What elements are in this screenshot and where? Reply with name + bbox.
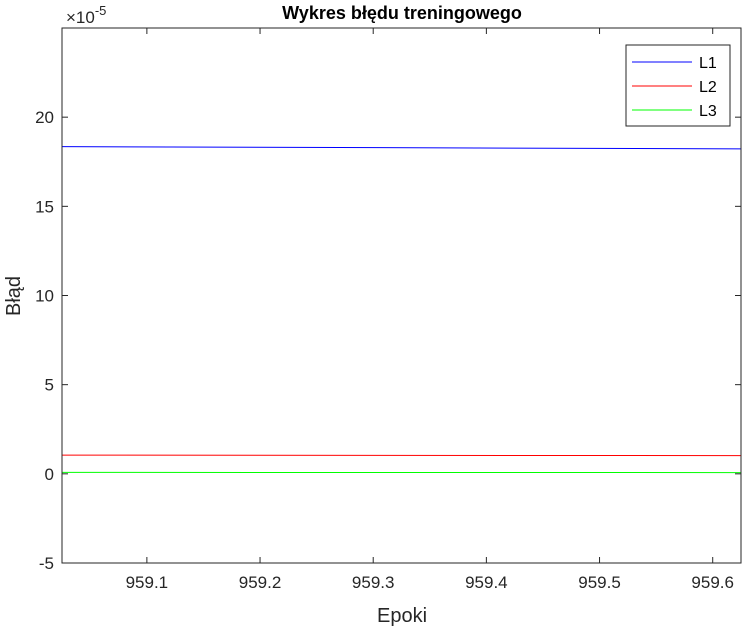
y-tick-label: 0 [45, 465, 54, 484]
x-axis-label: Epoki [377, 605, 427, 627]
y-tick-label: 10 [35, 287, 54, 306]
x-tick-label: 959.6 [691, 573, 734, 592]
x-tick-label: 959.2 [239, 573, 282, 592]
x-tick-label: 959.1 [126, 573, 169, 592]
x-tick-label: 959.4 [465, 573, 508, 592]
series-line-l2 [61, 454, 742, 457]
x-axis-ticks: 959.1 959.2 959.3 959.4 959.5 959.6 [126, 28, 734, 592]
y-axis-label: Błąd [3, 276, 25, 316]
y-tick-label: 15 [35, 197, 54, 216]
legend-label-l2: L2 [699, 79, 717, 96]
y-exponent-label: ×10-5 [66, 3, 106, 27]
y-axis-ticks: -5 0 5 10 15 20 [35, 108, 741, 573]
series-line-l1 [61, 146, 742, 150]
legend-label-l3: L3 [699, 103, 717, 120]
y-tick-label: -5 [39, 554, 54, 573]
x-tick-label: 959.5 [578, 573, 621, 592]
legend: L1 L2 L3 [625, 44, 731, 127]
chart-title: Wykres błędu treningowego [282, 3, 522, 23]
series-lines [61, 146, 742, 474]
legend-label-l1: L1 [699, 55, 717, 72]
y-tick-label: 20 [35, 108, 54, 127]
x-tick-label: 959.3 [352, 573, 395, 592]
y-tick-label: 5 [45, 376, 54, 395]
